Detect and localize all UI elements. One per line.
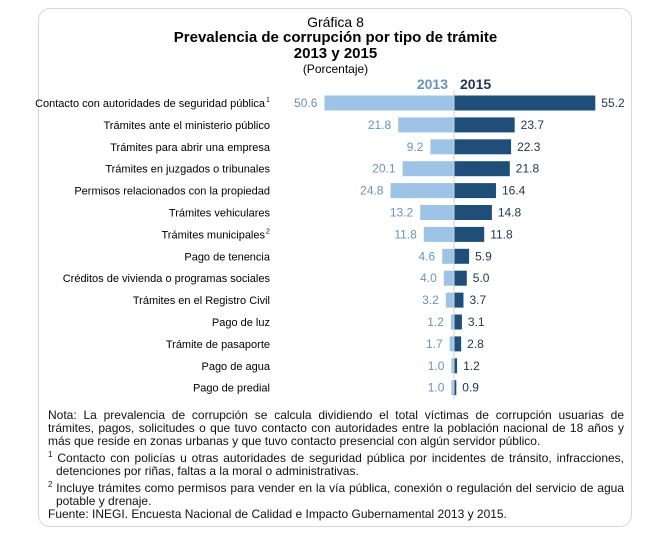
- source: Fuente: INEGI. Encuesta Nacional de Cali…: [48, 507, 507, 521]
- value-label-2015: 11.8: [490, 227, 513, 241]
- nota: Nota: La prevalencia de corrupción se ca…: [48, 409, 624, 448]
- footnote-1: 1 Contacto con policías u otras autorida…: [48, 448, 624, 478]
- value-label-2013: 1.7: [426, 337, 443, 351]
- category-label: Trámites vehiculares: [169, 208, 271, 220]
- value-label-2013: 4.6: [419, 249, 436, 263]
- value-label-2013: 9.2: [407, 140, 424, 154]
- value-label-2015: 1.2: [463, 359, 480, 373]
- value-label-2015: 3.1: [468, 315, 485, 329]
- value-label-2013: 13.2: [390, 206, 414, 220]
- legend-2013: 2013: [417, 76, 448, 92]
- bar-chart: 2013 2015 Contacto con autoridades de segu…: [35, 76, 625, 399]
- category-label: Permisos relacionados con la propiedad: [74, 186, 270, 198]
- chart-subtitle: 2013 y 2015: [293, 45, 378, 62]
- footnote-1-mark: 1: [48, 450, 53, 459]
- value-label-2013: 21.8: [368, 118, 392, 132]
- chart-title: Prevalencia de corrupción por tipo de tr…: [173, 29, 498, 46]
- value-label-2015: 5.0: [473, 271, 490, 285]
- value-label-2015: 21.8: [516, 162, 540, 176]
- value-label-2013: 4.0: [420, 271, 437, 285]
- nota-label: Nota:: [48, 408, 77, 422]
- category-label: Trámites en juzgados o tribunales: [105, 164, 270, 176]
- value-label-2013: 1.0: [428, 359, 445, 373]
- bar-2015: [454, 314, 462, 330]
- footnote-2: 2 Incluye trámites como permisos para ve…: [48, 478, 624, 508]
- value-label-2015: 55.2: [601, 96, 625, 110]
- category-label: Créditos de vivienda o programas sociale…: [63, 273, 271, 285]
- bar-2015: [454, 270, 467, 286]
- value-label-2013: 3.2: [422, 293, 439, 307]
- footnote-1-text: Contacto con policías u otras autoridade…: [56, 451, 624, 478]
- bar-2013: [450, 314, 454, 330]
- category-label: Pago de tenencia: [184, 251, 271, 263]
- bar-2015: [454, 358, 458, 374]
- bar-2015: [454, 205, 492, 220]
- bar-2013: [398, 117, 454, 133]
- bar-2013: [445, 292, 454, 308]
- chart-frame: [38, 8, 632, 527]
- value-label-2015: 14.8: [498, 206, 522, 220]
- bar-2015: [454, 336, 462, 352]
- chart-unit-label: (Porcentaje): [302, 62, 369, 76]
- bar-2013: [402, 161, 454, 177]
- bar-2015: [454, 161, 510, 177]
- bar-2013: [451, 380, 454, 396]
- category-label: Contacto con autoridades de seguridad pú…: [35, 98, 266, 110]
- bar-2015: [454, 248, 470, 264]
- bar-2013: [430, 139, 454, 155]
- bar-2015: [454, 139, 512, 155]
- footnote-2-text: Incluye trámites como permisos para vend…: [56, 481, 624, 508]
- category-label: Trámites para abrir una empresa: [110, 142, 271, 154]
- bar-2015: [454, 226, 485, 242]
- legend-2015: 2015: [460, 76, 491, 92]
- category-label: Trámites ante el ministerio público: [104, 120, 271, 132]
- value-label-2015: 3.7: [469, 293, 486, 307]
- footnote-2-mark: 2: [48, 480, 53, 489]
- category-label: Trámite de pasaporte: [166, 339, 270, 351]
- value-label-2013: 50.6: [294, 96, 318, 110]
- value-label-2013: 24.8: [360, 184, 384, 198]
- value-label-2015: 0.9: [462, 381, 479, 395]
- chart-pretitle: Gráfica 8: [307, 14, 364, 30]
- bar-2013: [449, 336, 454, 352]
- bar-2013: [442, 248, 454, 264]
- bar-2013: [324, 95, 454, 111]
- bar-2015: [454, 292, 464, 308]
- value-label-2013: 11.8: [394, 227, 417, 241]
- value-label-2015: 22.3: [517, 140, 541, 154]
- bar-2015: [454, 117, 515, 133]
- notes: Nota: La prevalencia de corrupción se ca…: [48, 409, 624, 521]
- value-label-2015: 2.8: [467, 337, 484, 351]
- bar-2013: [423, 226, 454, 242]
- value-label-2015: 16.4: [502, 184, 526, 198]
- value-label-2013: 20.1: [372, 162, 396, 176]
- category-label: Trámites municipales: [161, 229, 265, 241]
- category-label: Pago de predial: [193, 383, 270, 395]
- bar-2013: [390, 183, 454, 199]
- bar-2015: [454, 183, 496, 199]
- category-label: Trámites en el Registro Civil: [133, 295, 270, 307]
- bar-2013: [420, 205, 454, 220]
- category-superscript: 2: [266, 228, 270, 235]
- bar-2015: [454, 95, 596, 111]
- nota-text: La prevalencia de corrupción se calcula …: [48, 408, 624, 448]
- value-label-2015: 5.9: [475, 249, 492, 263]
- value-label-2013: 1.2: [427, 315, 444, 329]
- bar-2013: [443, 270, 454, 286]
- value-label-2015: 23.7: [521, 118, 545, 132]
- bar-2015: [454, 380, 457, 396]
- category-label: Pago de luz: [212, 317, 270, 329]
- category-label: Pago de agua: [201, 361, 270, 373]
- category-superscript: 1: [266, 97, 270, 104]
- value-label-2013: 1.0: [428, 381, 445, 395]
- bar-2013: [451, 358, 454, 374]
